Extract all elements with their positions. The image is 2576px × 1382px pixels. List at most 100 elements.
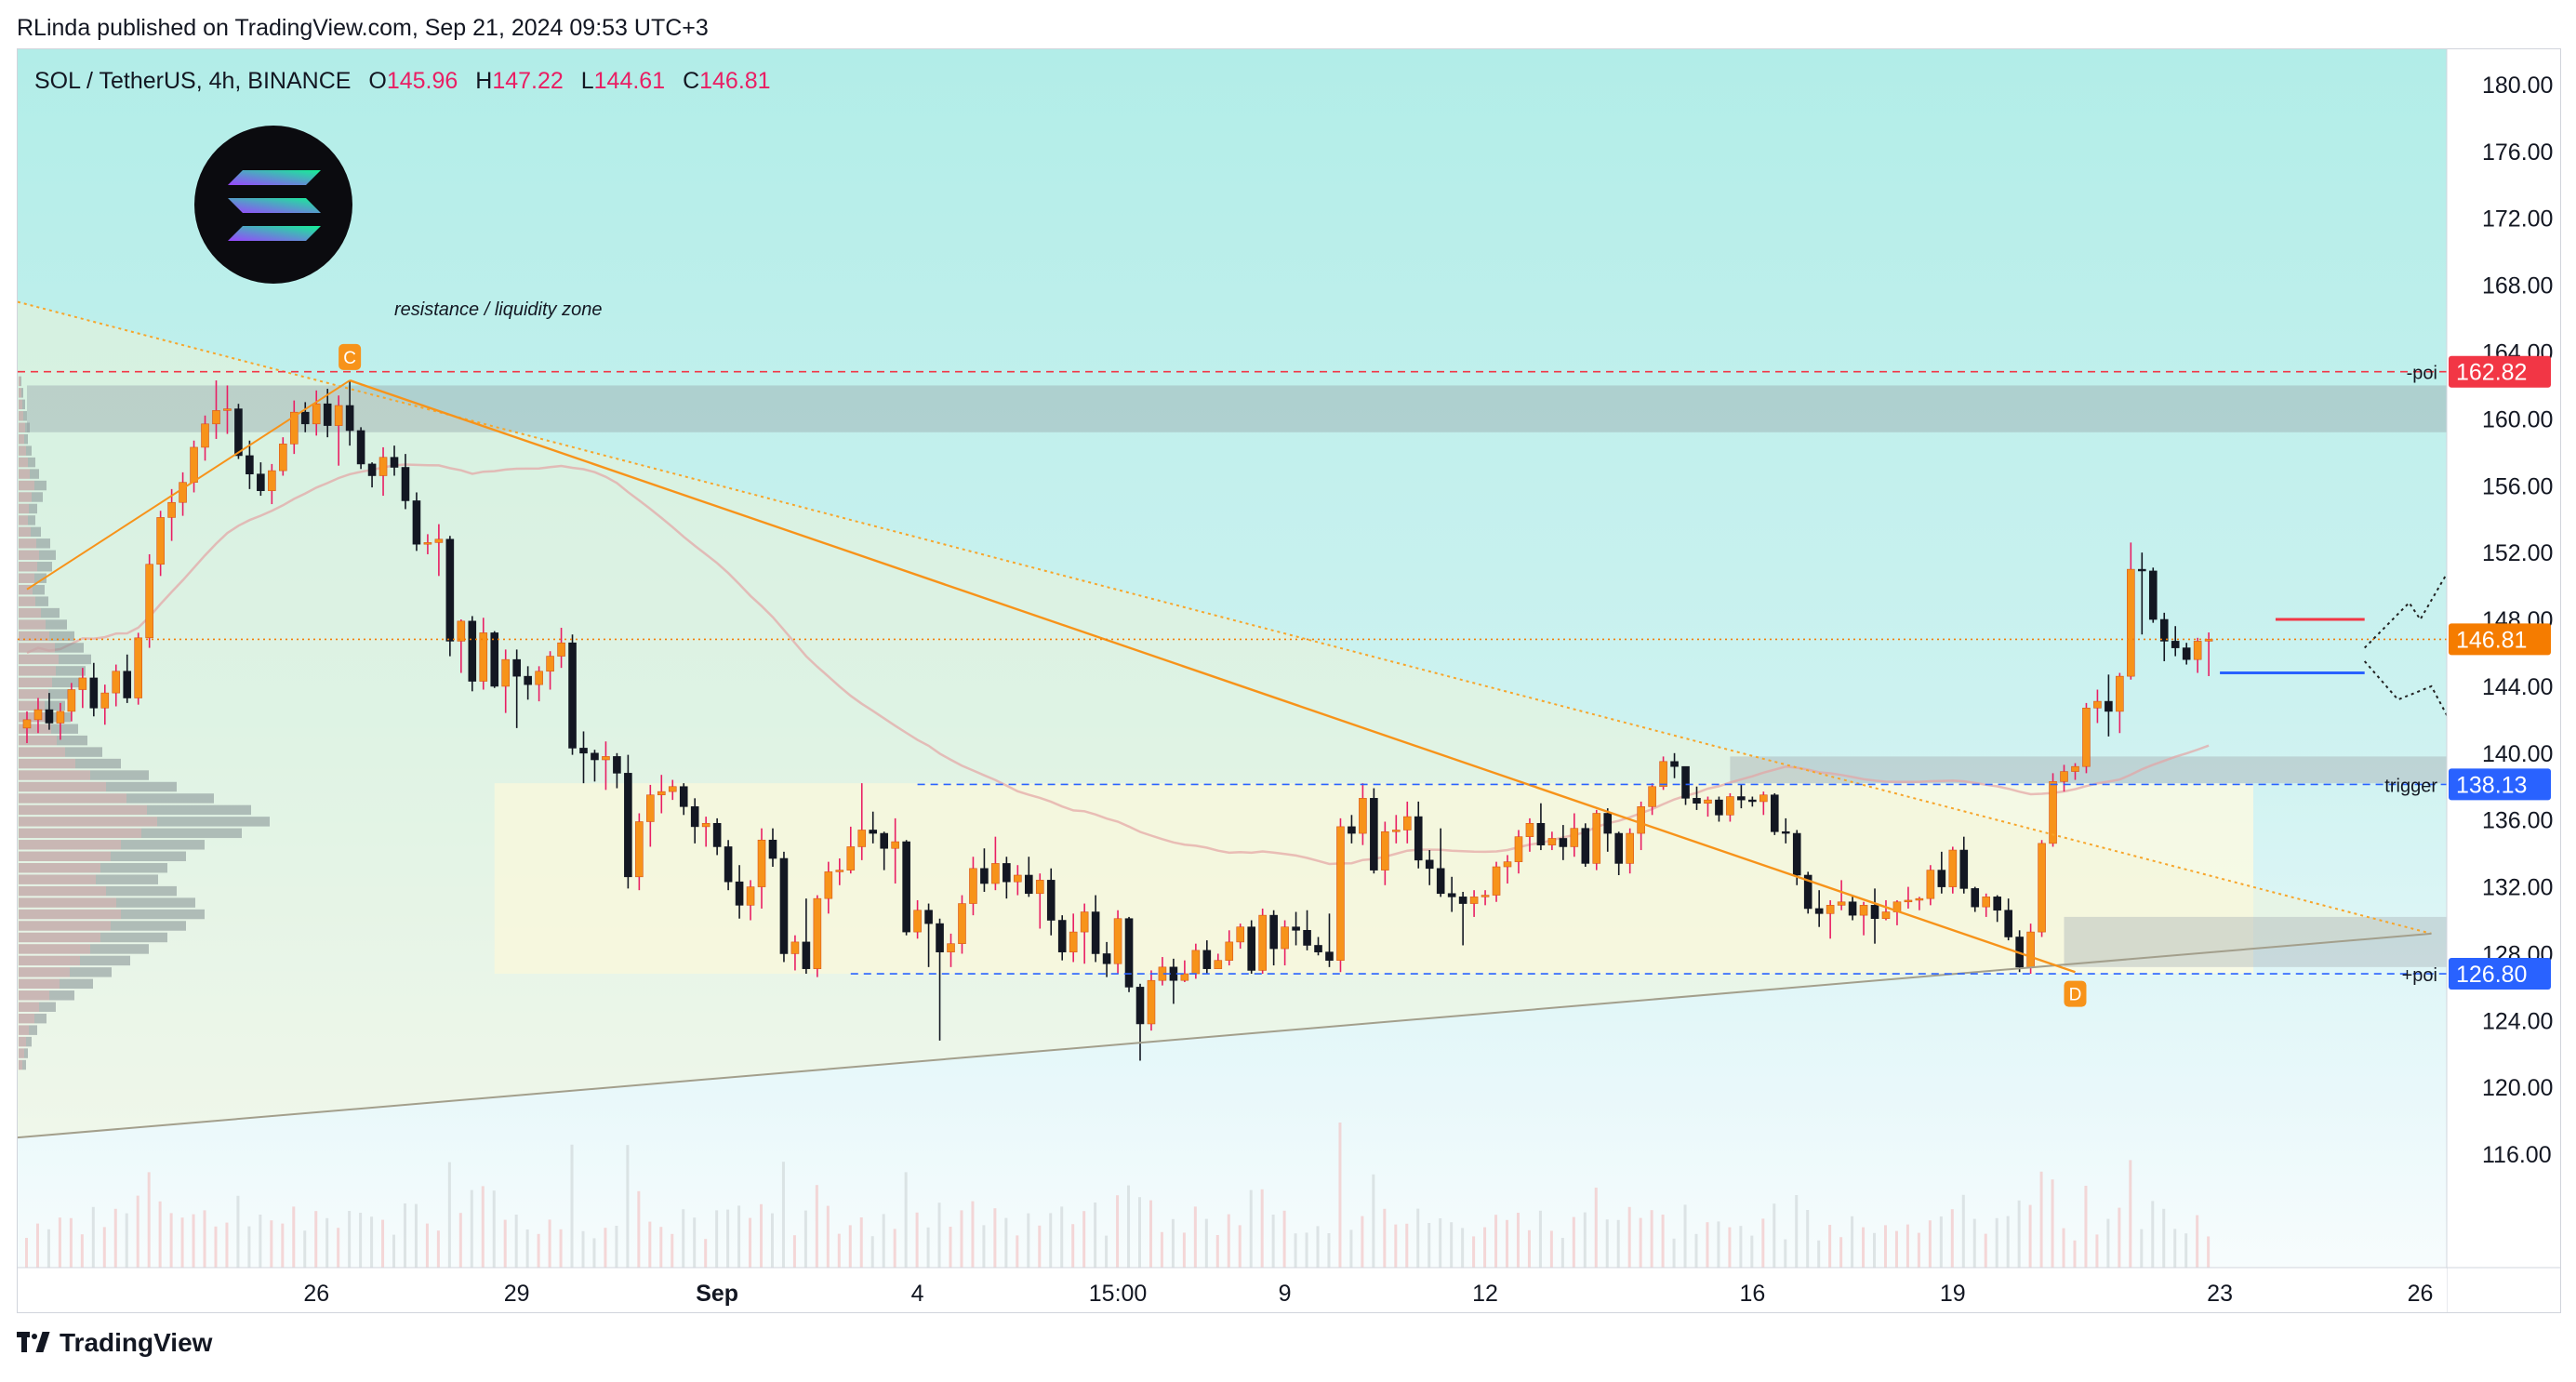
candle-body[interactable] (1982, 897, 1991, 908)
candle-body[interactable] (1091, 911, 1100, 954)
candle-body[interactable] (1336, 826, 1345, 961)
symbol-name[interactable]: SOL / TetherUS, 4h, BINANCE (34, 68, 352, 94)
candle-body[interactable] (512, 658, 521, 677)
candle-body[interactable] (367, 463, 377, 476)
candle-body[interactable] (100, 692, 110, 709)
candle-body[interactable] (591, 752, 599, 761)
candle-body[interactable] (1292, 926, 1300, 931)
candle-body[interactable] (378, 457, 388, 476)
candle-body[interactable] (2159, 618, 2169, 642)
candle-body[interactable] (1458, 897, 1467, 904)
candle-body[interactable] (1525, 822, 1534, 837)
candle-body[interactable] (1348, 826, 1356, 834)
candle-body[interactable] (1503, 861, 1512, 868)
candle-body[interactable] (2026, 931, 2035, 968)
candle-body[interactable] (1848, 901, 1857, 916)
candle-body[interactable] (2082, 707, 2091, 767)
candle-body[interactable] (468, 620, 477, 682)
candle-body[interactable] (824, 871, 833, 899)
candle-body[interactable] (1859, 905, 1868, 916)
candle-body[interactable] (312, 403, 321, 425)
candle-body[interactable] (846, 846, 856, 870)
tradingview-footer[interactable]: TradingView (17, 1328, 212, 1358)
candle-body[interactable] (902, 841, 910, 933)
candle-body[interactable] (613, 756, 621, 774)
candle-body[interactable] (1826, 905, 1835, 914)
candle-body[interactable] (568, 642, 577, 749)
candle-body[interactable] (1792, 832, 1801, 876)
candle-body[interactable] (1536, 822, 1546, 845)
candle-body[interactable] (1381, 831, 1389, 870)
candle-body[interactable] (1726, 796, 1734, 816)
candle-body[interactable] (479, 632, 488, 682)
candle-body[interactable] (1948, 849, 1958, 887)
candle-body[interactable] (423, 542, 432, 545)
candle-body[interactable] (1737, 796, 1746, 801)
candle-body[interactable] (2049, 781, 2057, 844)
candle-body[interactable] (936, 923, 944, 952)
candle-body[interactable] (924, 910, 933, 924)
candle-body[interactable] (356, 430, 365, 465)
candle-body[interactable] (1770, 794, 1779, 832)
candle-body[interactable] (1225, 941, 1234, 961)
candle-body[interactable] (1035, 880, 1044, 895)
candle-body[interactable] (390, 457, 399, 468)
candle-body[interactable] (1959, 849, 1969, 889)
candle-body[interactable] (323, 403, 332, 426)
candle-body[interactable] (268, 470, 276, 491)
candle-body[interactable] (1915, 897, 1924, 901)
candle-body[interactable] (234, 408, 243, 457)
candle-body[interactable] (2204, 639, 2213, 642)
candle-body[interactable] (635, 821, 644, 878)
candle-body[interactable] (1469, 897, 1479, 904)
candle-body[interactable] (1069, 931, 1078, 952)
candle-body[interactable] (1681, 765, 1690, 799)
candle-body[interactable] (167, 501, 176, 518)
candle-body[interactable] (345, 405, 354, 432)
candle-body[interactable] (1592, 813, 1601, 864)
candle-body[interactable] (45, 709, 54, 724)
candle-body[interactable] (679, 786, 688, 807)
candle-body[interactable] (412, 500, 421, 545)
candle-body[interactable] (490, 632, 499, 687)
candle-body[interactable] (1514, 836, 1523, 862)
candle-body[interactable] (401, 467, 410, 501)
candle-body[interactable] (1626, 832, 1634, 864)
candle-body[interactable] (2038, 843, 2046, 933)
candle-body[interactable] (980, 868, 989, 884)
candle-body[interactable] (1748, 799, 1757, 803)
candle-body[interactable] (1659, 761, 1667, 788)
price-axis[interactable] (2447, 49, 2561, 1313)
candle-body[interactable] (1837, 901, 1846, 906)
candle-body[interactable] (947, 943, 955, 952)
candle-body[interactable] (1436, 868, 1445, 895)
candle-body[interactable] (1447, 893, 1456, 897)
candle-body[interactable] (735, 881, 744, 906)
candle-body[interactable] (1325, 951, 1334, 961)
candle-body[interactable] (880, 832, 888, 849)
candle-body[interactable] (891, 841, 899, 849)
candle-body[interactable] (1693, 798, 1701, 804)
candle-body[interactable] (1481, 895, 1490, 897)
candle-body[interactable] (1370, 798, 1378, 870)
candle-body[interactable] (1359, 798, 1367, 834)
candle-body[interactable] (1559, 838, 1568, 847)
candle-body[interactable] (223, 408, 232, 411)
time-axis[interactable] (18, 1268, 2447, 1313)
candle-body[interactable] (690, 806, 699, 828)
candle-body[interactable] (1269, 914, 1278, 950)
candle-body[interactable] (712, 822, 722, 847)
candle-body[interactable] (2127, 568, 2135, 677)
candle-body[interactable] (668, 786, 677, 792)
candle-body[interactable] (1135, 987, 1145, 1025)
candle-body[interactable] (89, 677, 99, 709)
candle-body[interactable] (2071, 765, 2079, 772)
chart-frame[interactable]: resistance / liquidity zoneobobCD 180.00… (17, 48, 2561, 1313)
candle-body[interactable] (2116, 675, 2124, 712)
candle-body[interactable] (457, 620, 466, 642)
candle-body[interactable] (1971, 888, 1980, 908)
candle-body[interactable] (757, 839, 766, 887)
candle-body[interactable] (1202, 950, 1212, 969)
candle-body[interactable] (434, 538, 444, 543)
candle-body[interactable] (156, 517, 165, 565)
